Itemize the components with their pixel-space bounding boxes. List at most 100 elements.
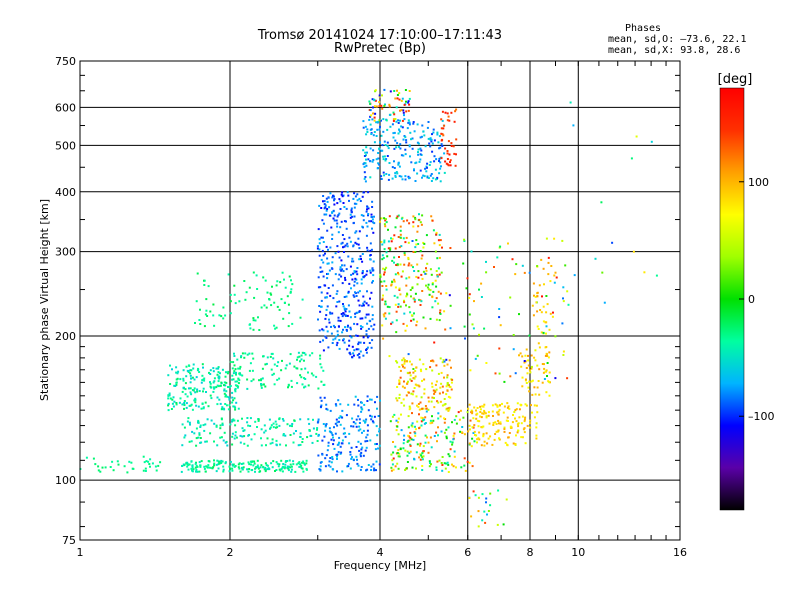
echo-point: [327, 464, 330, 467]
echo-point: [184, 434, 187, 437]
echo-point: [272, 422, 275, 425]
echo-point: [365, 158, 367, 161]
echo-point: [288, 459, 291, 462]
echo-point: [499, 422, 502, 425]
echo-point: [363, 300, 366, 303]
y-tick-label: 500: [55, 139, 76, 152]
echo-point: [275, 443, 278, 446]
echo-point: [427, 408, 430, 411]
echo-point: [351, 356, 354, 359]
echo-point: [237, 385, 240, 388]
echo-point: [337, 325, 340, 328]
echo-point: [345, 414, 348, 417]
echo-point: [257, 316, 259, 319]
echo-point: [348, 310, 351, 313]
echo-point: [437, 434, 439, 437]
echo-point: [250, 469, 253, 472]
echo-point: [279, 281, 282, 284]
echo-point: [243, 442, 246, 445]
echo-point: [350, 210, 353, 213]
echo-point: [353, 403, 356, 406]
echo-point: [413, 458, 416, 461]
echo-point: [324, 252, 326, 255]
echo-point: [202, 407, 205, 410]
echo-point: [403, 114, 405, 117]
echo-point: [213, 422, 216, 425]
echo-point: [213, 380, 216, 383]
echo-point: [531, 304, 534, 307]
echo-point: [380, 104, 383, 107]
echo-point: [317, 454, 320, 457]
echo-point: [357, 398, 359, 401]
echo-point: [472, 417, 475, 420]
echo-point: [393, 256, 396, 259]
echo-point: [473, 300, 475, 303]
echo-point: [546, 353, 548, 356]
echo-point: [399, 233, 402, 236]
echo-point: [397, 421, 400, 424]
echo-point: [427, 451, 430, 454]
echo-point: [437, 426, 439, 429]
echo-point: [325, 197, 328, 200]
echo-point: [209, 310, 212, 313]
echo-point: [354, 422, 357, 425]
echo-point: [201, 402, 204, 405]
echo-point: [421, 456, 424, 459]
echo-point: [336, 301, 339, 303]
echo-point: [432, 290, 435, 293]
echo-point: [320, 258, 323, 261]
echo-point: [532, 314, 535, 317]
echo-point: [198, 371, 201, 373]
echo-point: [328, 460, 331, 463]
echo-point: [219, 372, 221, 375]
echo-point: [339, 200, 342, 203]
echo-point: [381, 254, 384, 257]
echo-point: [345, 295, 348, 298]
echo-point: [434, 168, 437, 171]
echo-point: [420, 300, 423, 303]
echo-point: [377, 447, 379, 450]
echo-point: [370, 469, 373, 471]
echo-point: [273, 324, 276, 327]
echo-point: [349, 353, 352, 356]
echo-point: [231, 463, 234, 466]
echo-point: [497, 429, 500, 432]
echo-point: [357, 440, 360, 443]
echo-point: [410, 379, 413, 382]
echo-point: [224, 395, 227, 398]
echo-point: [531, 393, 534, 396]
echo-point: [547, 273, 550, 276]
echo-point: [322, 423, 325, 425]
echo-point: [328, 206, 331, 209]
echo-point: [388, 306, 391, 309]
echo-point: [398, 380, 401, 383]
echo-point: [219, 384, 222, 387]
echo-point: [328, 214, 331, 217]
echo-point: [289, 434, 292, 436]
echo-point: [476, 412, 479, 415]
echo-point: [480, 282, 483, 285]
echo-point: [435, 364, 438, 367]
echo-point: [315, 375, 318, 378]
echo-point: [280, 298, 283, 301]
echo-point: [462, 262, 465, 265]
echo-point: [188, 440, 191, 443]
echo-point: [444, 147, 447, 150]
echo-point: [399, 119, 401, 122]
echo-point: [544, 354, 547, 357]
echo-point: [512, 414, 514, 416]
echo-point: [392, 132, 395, 135]
echo-point: [228, 396, 230, 399]
echo-point: [401, 119, 404, 122]
echo-point: [349, 216, 352, 219]
echo-point: [418, 358, 421, 361]
echo-point: [365, 221, 368, 224]
echo-point: [359, 455, 362, 458]
echo-point: [366, 205, 369, 208]
echo-point: [295, 430, 297, 432]
echo-point: [533, 404, 536, 407]
echo-point: [341, 416, 344, 419]
echo-point: [513, 411, 516, 413]
echo-point: [447, 140, 450, 143]
echo-point: [429, 436, 432, 439]
